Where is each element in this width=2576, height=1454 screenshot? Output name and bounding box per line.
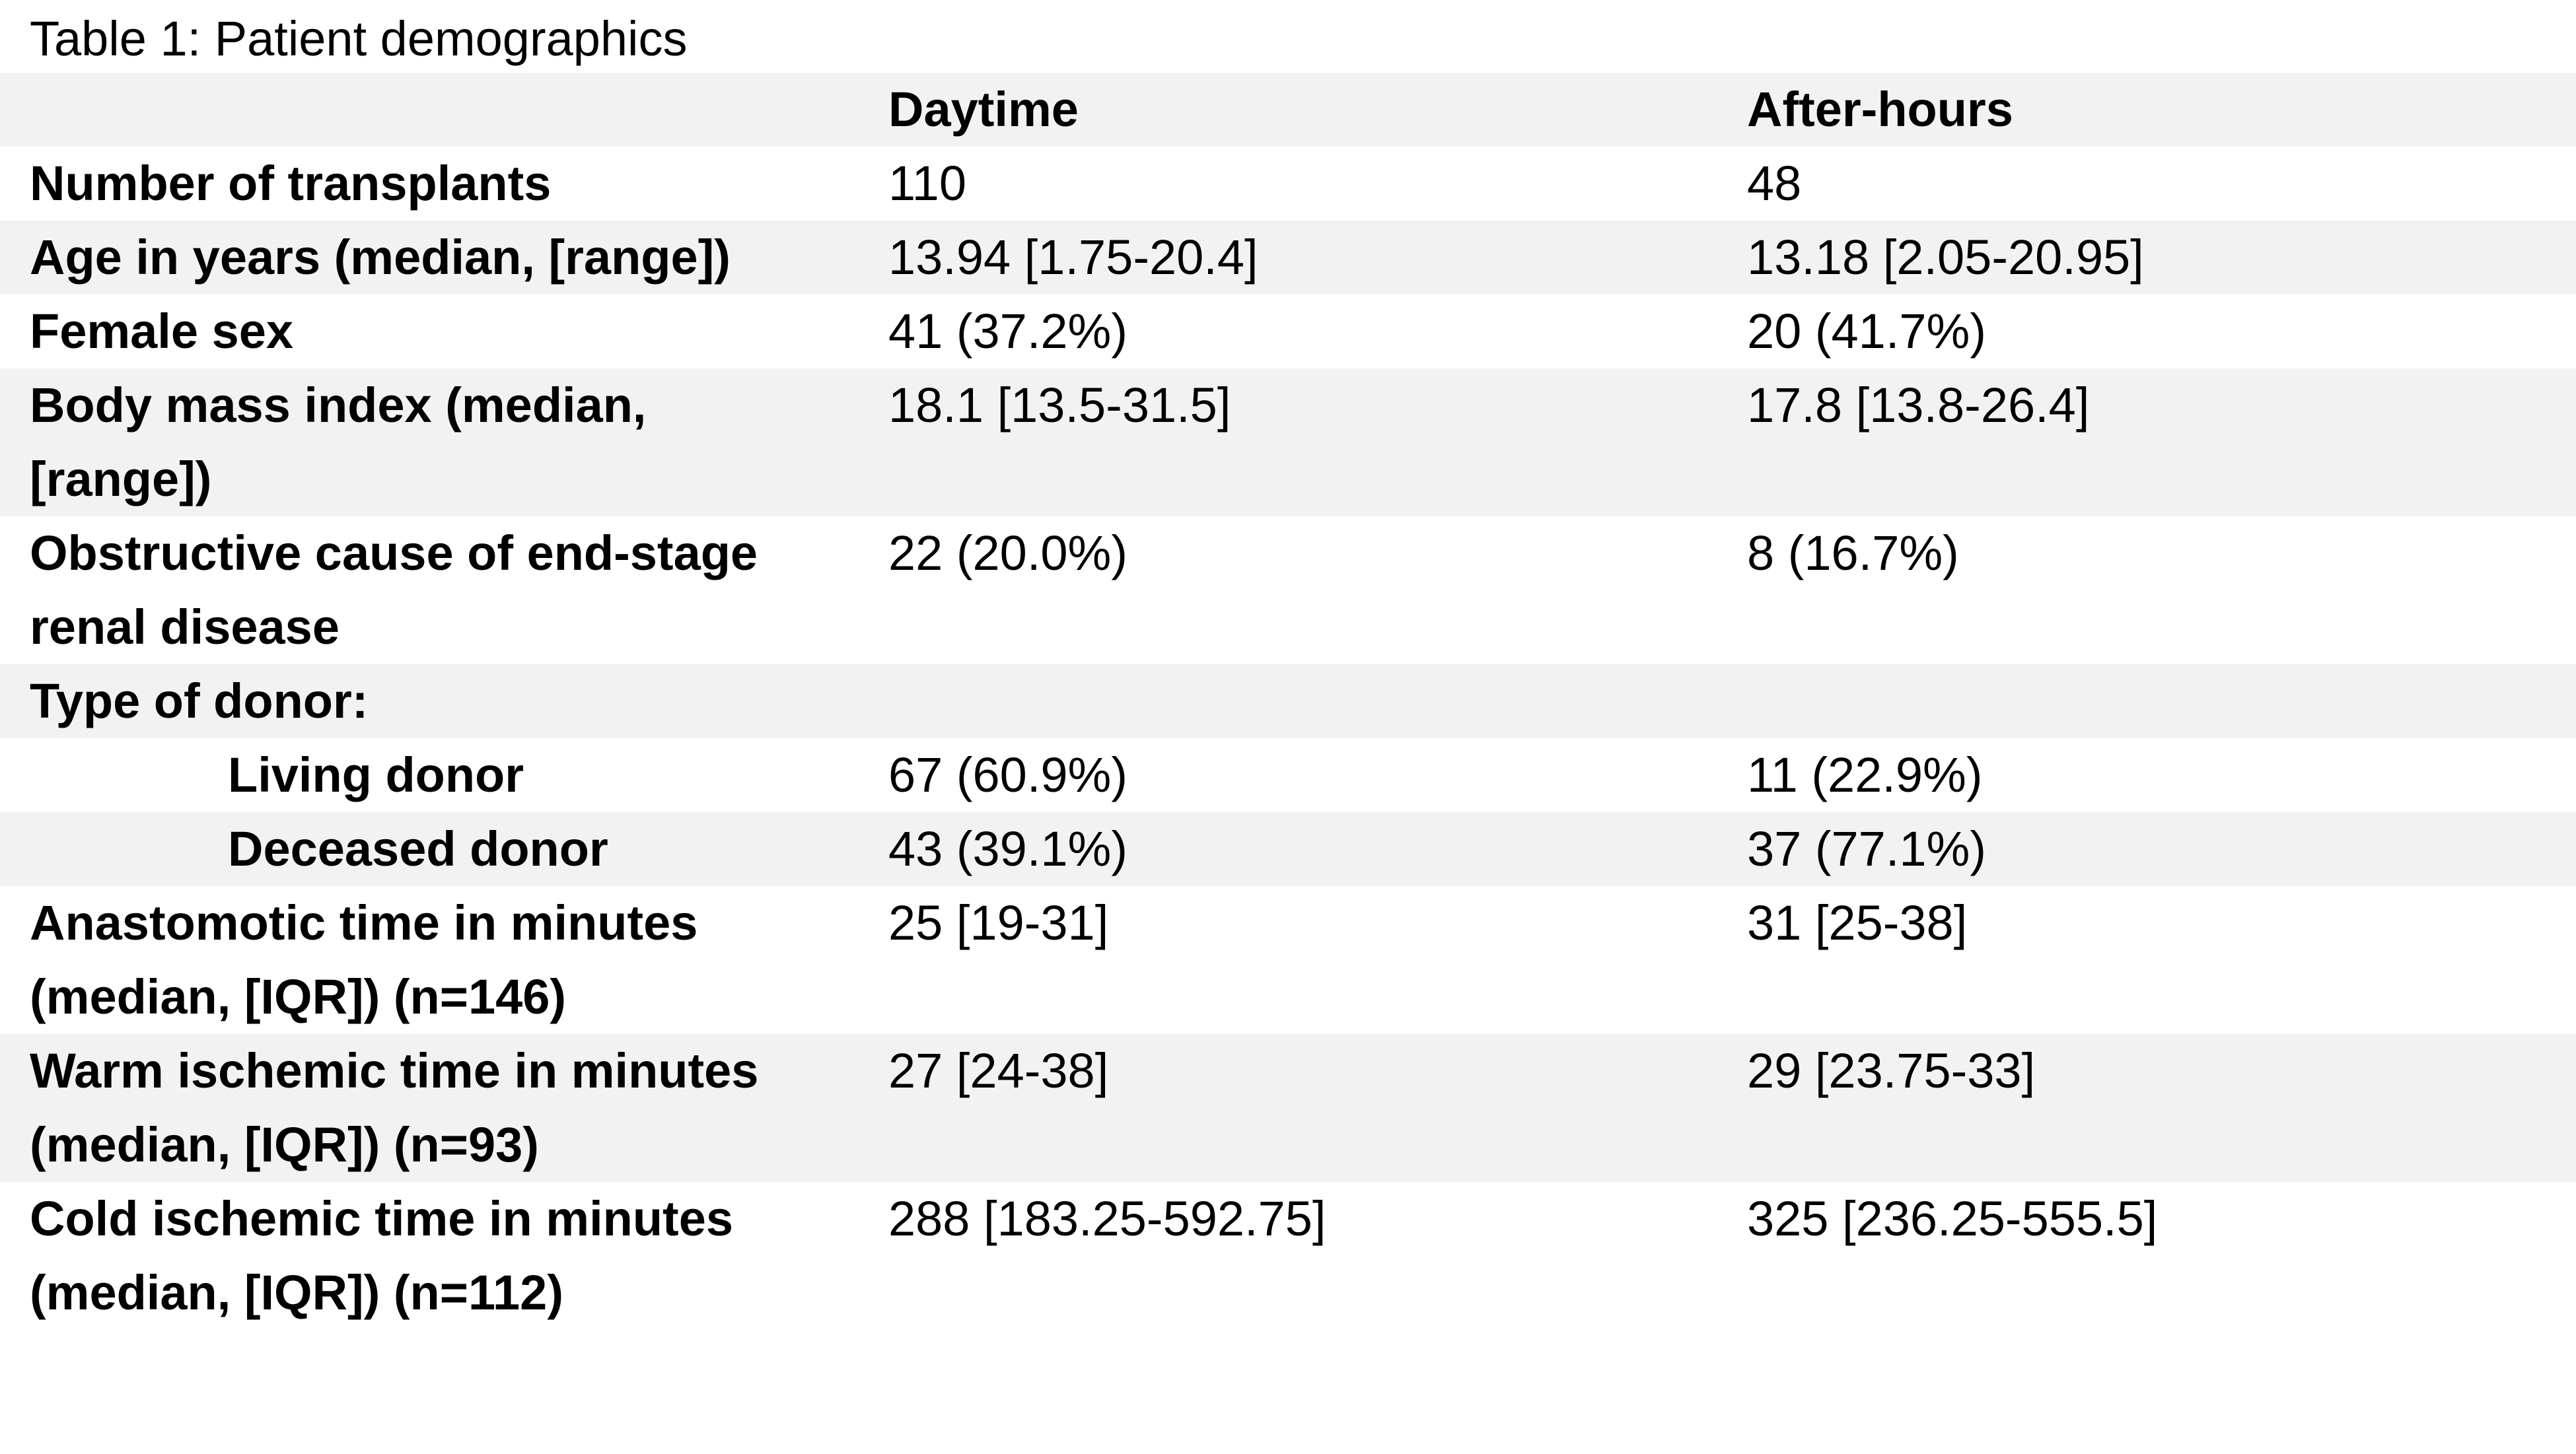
after-hours-value: 37 (77.1%) — [1747, 821, 1986, 876]
row-label-line: (median, [IQR]) (n=146) — [30, 969, 567, 1024]
row-label-line: Anastomotic time in minutes — [30, 895, 698, 950]
table-row: Anastomotic time in minutes (median, [IQ… — [0, 886, 2576, 1034]
row-label: Number of transplants — [30, 147, 842, 221]
daytime-value: 18.1 [13.5-31.5] — [888, 378, 1231, 433]
row-label-line: Female sex — [30, 304, 294, 359]
daytime-value: 288 [183.25-592.75] — [888, 1191, 1326, 1246]
daytime-value: 13.94 [1.75-20.4] — [888, 230, 1258, 285]
daytime-value: 41 (37.2%) — [888, 304, 1127, 359]
after-hours-value: 325 [236.25-555.5] — [1747, 1191, 2158, 1246]
row-label-line: [range]) — [30, 452, 212, 506]
table-row: Deceased donor 43 (39.1%) 37 (77.1%) — [0, 812, 2576, 886]
row-label: Body mass index (median, [range]) — [30, 368, 842, 516]
table-row: Type of donor: — [0, 664, 2576, 738]
row-label-line: (median, [IQR]) (n=93) — [30, 1117, 539, 1172]
table-row: Body mass index (median, [range]) 18.1 [… — [0, 368, 2576, 516]
table-header-row: Daytime After-hours — [0, 73, 2576, 147]
row-label-line: Deceased donor — [228, 821, 608, 876]
table-row: Living donor 67 (60.9%) 11 (22.9%) — [0, 738, 2576, 812]
daytime-value: 27 [24-38] — [888, 1043, 1109, 1098]
table-row: Cold ischemic time in minutes (median, [… — [0, 1182, 2576, 1330]
daytime-value: 43 (39.1%) — [888, 821, 1127, 876]
row-label-line: Living donor — [228, 747, 524, 802]
row-label: Cold ischemic time in minutes (median, [… — [30, 1182, 842, 1330]
row-label: Living donor — [228, 738, 1040, 812]
row-label-line: (median, [IQR]) (n=112) — [30, 1265, 563, 1320]
row-label: Type of donor: — [30, 664, 842, 738]
row-label-line: Age in years (median, [range]) — [30, 230, 731, 285]
after-hours-value: 8 (16.7%) — [1747, 526, 1959, 580]
after-hours-value: 29 [23.75-33] — [1747, 1043, 2036, 1098]
daytime-value: 110 — [888, 156, 966, 211]
header-after-hours: After-hours — [1747, 82, 2013, 137]
after-hours-value: 48 — [1747, 156, 1802, 211]
table-row: Warm ischemic time in minutes (median, [… — [0, 1034, 2576, 1182]
table-row: Age in years (median, [range]) 13.94 [1.… — [0, 221, 2576, 294]
after-hours-value: 20 (41.7%) — [1747, 304, 1986, 359]
row-label-line: Type of donor: — [30, 674, 369, 728]
row-label-line: renal disease — [30, 600, 340, 654]
row-label: Anastomotic time in minutes (median, [IQ… — [30, 886, 842, 1034]
after-hours-value: 13.18 [2.05-20.95] — [1747, 230, 2144, 285]
row-label: Obstructive cause of end-stage renal dis… — [30, 516, 842, 664]
demographics-table: Daytime After-hours Number of transplant… — [0, 73, 2576, 1330]
row-label-line: Warm ischemic time in minutes — [30, 1043, 759, 1098]
row-label: Female sex — [30, 294, 842, 368]
table-caption: Table 1: Patient demographics — [30, 11, 688, 66]
after-hours-value: 11 (22.9%) — [1747, 747, 1983, 802]
table-row: Female sex 41 (37.2%) 20 (41.7%) — [0, 294, 2576, 368]
table-row: Obstructive cause of end-stage renal dis… — [0, 516, 2576, 664]
after-hours-value: 17.8 [13.8-26.4] — [1747, 378, 2090, 433]
after-hours-value: 31 [25-38] — [1747, 895, 1968, 950]
row-label-line: Obstructive cause of end-stage — [30, 526, 758, 580]
daytime-value: 67 (60.9%) — [888, 747, 1127, 802]
row-label: Age in years (median, [range]) — [30, 221, 842, 294]
row-label-line: Number of transplants — [30, 156, 552, 211]
daytime-value: 25 [19-31] — [888, 895, 1109, 950]
row-label: Warm ischemic time in minutes (median, [… — [30, 1034, 842, 1182]
header-daytime: Daytime — [888, 82, 1079, 137]
daytime-value: 22 (20.0%) — [888, 526, 1127, 580]
row-label-line: Body mass index (median, — [30, 378, 647, 433]
row-label: Deceased donor — [228, 812, 1040, 886]
row-label-line: Cold ischemic time in minutes — [30, 1191, 734, 1246]
table-row: Number of transplants 110 48 — [0, 147, 2576, 221]
